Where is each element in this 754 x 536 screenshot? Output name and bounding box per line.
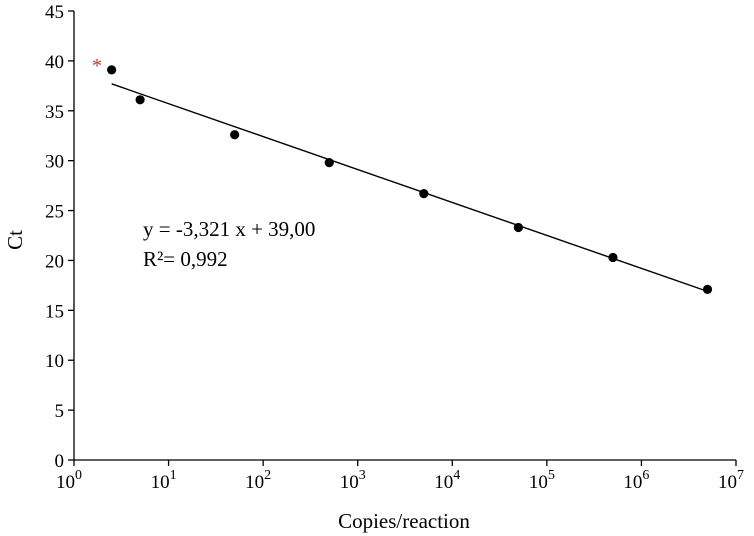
x-tick-label: 10 <box>56 472 75 493</box>
x-tick-label: 10 <box>623 472 642 493</box>
data-point <box>608 252 618 263</box>
y-tick-label: 35 <box>45 102 64 123</box>
data-point <box>107 65 117 75</box>
y-axis-ticks: 0 5 10 15 20 25 30 35 40 45 <box>45 2 74 472</box>
x-tick-exponent: 3 <box>359 468 366 483</box>
x-axis-title: Copies/reaction <box>338 509 470 533</box>
x-tick-label: 10 <box>340 472 359 493</box>
x-tick-exponent: 5 <box>548 468 555 483</box>
y-tick-label: 5 <box>55 401 65 422</box>
y-tick-label: 15 <box>45 301 64 322</box>
x-tick-exponent: 0 <box>75 468 82 483</box>
axes <box>73 11 736 461</box>
outlier-marker: * <box>92 55 102 77</box>
regression-line-group <box>111 83 708 293</box>
equation-label: y = -3,321 x + 39,00 <box>143 217 315 241</box>
data-points <box>107 65 713 294</box>
x-tick-exponent: 6 <box>642 468 649 483</box>
data-point <box>419 188 429 199</box>
y-tick-label: 20 <box>45 251 64 272</box>
data-point <box>513 222 523 233</box>
y-tick-label: 30 <box>45 152 64 173</box>
x-tick-label: 10 <box>434 472 453 493</box>
data-point <box>230 130 240 140</box>
x-tick-label: 10 <box>245 472 264 493</box>
x-tick-label: 10 <box>529 472 548 493</box>
x-tick-label: 10 <box>151 472 170 493</box>
data-point <box>324 158 334 168</box>
x-tick-label: 10 <box>718 472 737 493</box>
y-tick-label: 10 <box>45 351 64 372</box>
y-tick-label: 25 <box>45 202 64 223</box>
x-axis-ticks: 10 0 10 1 10 2 10 3 10 4 10 5 10 6 10 7 <box>56 460 744 493</box>
y-axis-title: Ct <box>3 230 27 250</box>
data-point <box>702 284 713 294</box>
regression-line <box>111 83 708 293</box>
y-tick-label: 0 <box>55 451 65 472</box>
r-squared-label: R²= 0,992 <box>143 247 228 271</box>
x-tick-exponent: 1 <box>170 468 177 483</box>
x-tick-exponent: 2 <box>264 468 271 483</box>
y-tick-label: 45 <box>45 2 64 23</box>
x-tick-exponent: 7 <box>737 468 744 483</box>
y-tick-label: 40 <box>45 52 64 73</box>
x-tick-exponent: 4 <box>453 468 460 483</box>
data-point <box>135 95 145 105</box>
